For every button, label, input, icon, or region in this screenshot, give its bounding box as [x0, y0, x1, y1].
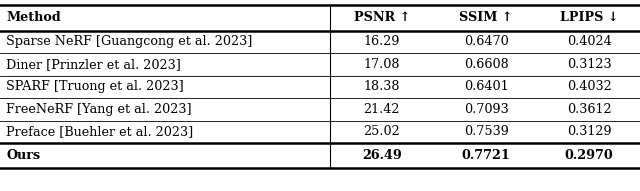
Text: Preface [Buehler et al. 2023]: Preface [Buehler et al. 2023]	[6, 125, 194, 138]
Text: Ours: Ours	[6, 149, 40, 162]
Text: SPARF [Truong et al. 2023]: SPARF [Truong et al. 2023]	[6, 80, 184, 93]
Text: 0.6608: 0.6608	[464, 58, 508, 71]
Text: SSIM ↑: SSIM ↑	[460, 11, 513, 24]
Text: 25.02: 25.02	[364, 125, 400, 138]
Text: 0.6401: 0.6401	[464, 80, 508, 93]
Text: 0.6470: 0.6470	[464, 35, 508, 48]
Text: 0.7721: 0.7721	[461, 149, 511, 162]
Text: 21.42: 21.42	[364, 103, 400, 116]
Text: 0.4024: 0.4024	[567, 35, 611, 48]
Text: 0.3129: 0.3129	[567, 125, 611, 138]
Text: 0.3612: 0.3612	[567, 103, 611, 116]
Text: 18.38: 18.38	[364, 80, 400, 93]
Text: FreeNeRF [Yang et al. 2023]: FreeNeRF [Yang et al. 2023]	[6, 103, 192, 116]
Text: Method: Method	[6, 11, 61, 24]
Text: 0.7539: 0.7539	[463, 125, 509, 138]
Text: 26.49: 26.49	[362, 149, 402, 162]
Text: 16.29: 16.29	[364, 35, 400, 48]
Text: LPIPS ↓: LPIPS ↓	[560, 11, 618, 24]
Text: 0.3123: 0.3123	[567, 58, 611, 71]
Text: Diner [Prinzler et al. 2023]: Diner [Prinzler et al. 2023]	[6, 58, 181, 71]
Text: 17.08: 17.08	[364, 58, 400, 71]
Text: 0.2970: 0.2970	[564, 149, 614, 162]
Text: 0.7093: 0.7093	[464, 103, 508, 116]
Text: 0.4032: 0.4032	[567, 80, 611, 93]
Text: Sparse NeRF [Guangcong et al. 2023]: Sparse NeRF [Guangcong et al. 2023]	[6, 35, 253, 48]
Text: PSNR ↑: PSNR ↑	[353, 11, 410, 24]
